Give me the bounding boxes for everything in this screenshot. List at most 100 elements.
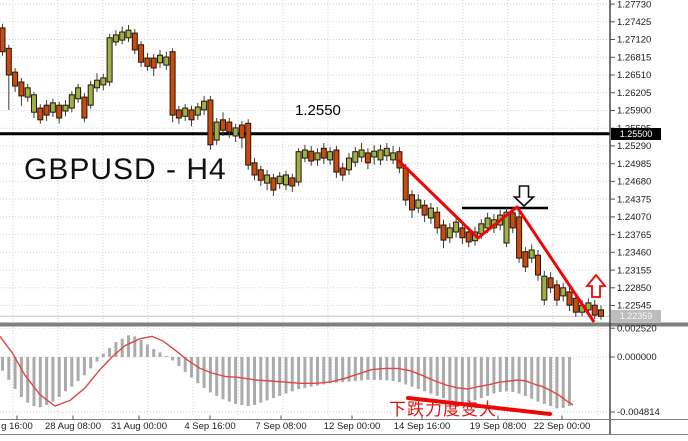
macd-bar (221, 357, 225, 400)
candle-body (484, 217, 491, 229)
macd-bar (208, 357, 212, 393)
candle-body (68, 94, 75, 109)
axis-tick-label: -0.004814 (617, 407, 660, 418)
macd-bar (108, 347, 112, 357)
macd-bar (190, 357, 193, 378)
macd-bar (309, 357, 313, 387)
axis-tick-label: 1.25900 (617, 106, 651, 117)
macd-bar (492, 357, 496, 394)
up-arrow-icon (585, 273, 607, 298)
candle-body (12, 71, 19, 87)
candle-body (175, 109, 182, 119)
time-tick-label: 31 Aug 00:00 (111, 421, 167, 432)
candle-body (24, 87, 31, 98)
candle-body (226, 121, 233, 133)
candle-body (87, 84, 94, 106)
macd-bar (561, 357, 565, 408)
candle-body (138, 44, 145, 63)
candle-body (516, 216, 523, 259)
trendline (396, 158, 596, 323)
symbol-timeframe-title: GBPUSD - H4 (24, 153, 227, 186)
macd-bar (227, 357, 231, 402)
axis-tick-label: 1.27120 (617, 35, 651, 46)
candle-body (465, 231, 472, 243)
candle-body (238, 124, 245, 139)
macd-bar (76, 357, 80, 381)
candle-body (535, 254, 541, 276)
macd-bar (429, 357, 433, 394)
macd-bar (404, 357, 408, 385)
macd-bar (523, 357, 527, 396)
candle-body (0, 27, 6, 53)
macd-bar (435, 357, 439, 396)
candle-body (232, 127, 239, 137)
axis-tick-label: 1.24070 (617, 212, 651, 223)
candle-body (427, 207, 434, 219)
macd-bar (341, 357, 345, 383)
panel-separator (0, 322, 688, 327)
candle-body (446, 227, 453, 239)
candle-body (346, 157, 352, 171)
macd-bar (284, 357, 288, 394)
momentum-annotation-text: 下跌力度变大 (389, 400, 497, 419)
axis-tick-label: 1.23460 (617, 248, 651, 259)
candle-body (251, 162, 258, 176)
axis-tick-label: 1.24375 (617, 194, 651, 205)
macd-bar (253, 357, 256, 405)
candle-body (169, 51, 176, 116)
candle-body (150, 57, 157, 69)
candle-body (220, 119, 226, 131)
axis-tick-label: 1.26815 (617, 53, 651, 64)
macd-layer (0, 335, 574, 409)
candle-body (144, 57, 151, 67)
macd-bar (322, 357, 326, 385)
macd-bar (467, 357, 471, 403)
macd-bar (13, 357, 17, 389)
candle-body (31, 94, 37, 113)
macd-bar (536, 357, 540, 402)
macd-bar (133, 336, 137, 357)
macd-bar (448, 357, 452, 401)
candle-body (553, 284, 560, 301)
macd-bar (423, 357, 427, 392)
candle-body (402, 167, 409, 201)
candle-body (308, 150, 315, 162)
time-tick-label: 4 Sep 16:00 (184, 421, 235, 432)
candle-body (598, 309, 604, 317)
annotation-layer (396, 158, 607, 416)
candle-body (459, 227, 466, 239)
time-tick-label: g 16:00 (1, 421, 33, 432)
candle-body (131, 32, 138, 51)
time-tick-label: 28 Aug 08:00 (45, 421, 101, 432)
macd-bar (265, 357, 269, 401)
candle-body (81, 96, 88, 119)
macd-bar (442, 357, 445, 399)
macd-bar (177, 357, 181, 367)
macd-bar (7, 357, 11, 380)
resistance-price-label: 1.2550 (295, 102, 341, 119)
macd-bar (316, 357, 319, 386)
candle-body (157, 54, 163, 64)
macd-bar (297, 357, 301, 389)
candle-body (283, 174, 289, 186)
axis-tick-label: 0.002520 (617, 323, 657, 334)
macd-bar (19, 357, 23, 397)
candle-body (509, 212, 516, 229)
candle-body (188, 109, 195, 121)
candle-body (75, 87, 82, 100)
candle-body (585, 302, 592, 311)
candle-body (333, 149, 340, 173)
candle-body (163, 56, 170, 66)
macd-bar (158, 352, 162, 357)
macd-bar (303, 357, 307, 388)
macd-bar (328, 357, 332, 384)
candle-body (49, 102, 56, 113)
candle-body (434, 211, 441, 229)
time-tick-label: 14 Sep 16:00 (394, 421, 451, 432)
macd-bar (460, 357, 464, 403)
candle-body (245, 122, 252, 166)
candle-body (503, 211, 510, 244)
macd-bar (64, 357, 67, 392)
